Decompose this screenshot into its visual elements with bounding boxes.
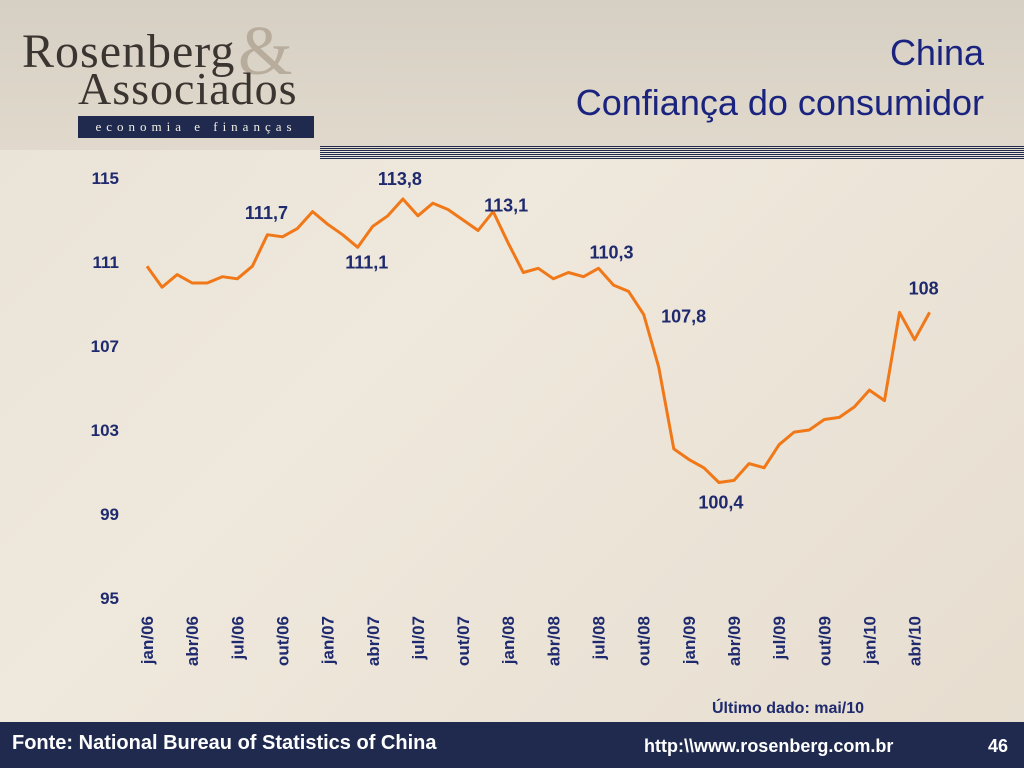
- consumer-confidence-chart: 95 99 103 107 111 115 jan/06 abr/06 jul/06 out/06…: [91, 169, 939, 666]
- x-tick-label: jan/08: [499, 616, 518, 665]
- series-line: [145, 197, 931, 484]
- footer-bar: Fonte: National Bureau of Statistics of …: [0, 722, 1024, 768]
- data-label: 110,3: [589, 242, 633, 262]
- y-tick-label: 103: [91, 421, 119, 440]
- x-tick-label: abr/06: [183, 616, 202, 666]
- x-tick-label: jul/06: [228, 616, 247, 660]
- x-tick-label: out/09: [815, 616, 834, 666]
- x-tick-label: out/08: [635, 616, 654, 666]
- data-label: 107,8: [661, 307, 706, 327]
- company-logo: & Rosenberg Associados economia e finanç…: [0, 10, 320, 140]
- x-tick-label: jan/09: [680, 616, 699, 665]
- x-tick-label: abr/10: [906, 616, 925, 666]
- logo-line-1: Rosenberg: [22, 25, 236, 78]
- x-tick-label: jan/06: [138, 616, 157, 665]
- data-label: 113,1: [484, 196, 528, 216]
- data-label: 113,8: [378, 169, 422, 189]
- page-number: 46: [988, 736, 1009, 756]
- x-tick-label: jul/08: [590, 616, 609, 660]
- y-tick-label: 95: [100, 589, 119, 608]
- x-tick-label: out/06: [273, 616, 292, 666]
- x-tick-label: out/07: [454, 616, 473, 666]
- page-subtitle: Confiança do consumidor: [575, 82, 984, 123]
- data-label: 108: [909, 278, 939, 298]
- logo-ampersand: &: [238, 13, 293, 90]
- y-tick-label: 115: [92, 169, 119, 188]
- data-label: 111,7: [245, 203, 288, 223]
- y-tick-label: 99: [100, 505, 119, 524]
- website-link[interactable]: http:\\www.rosenberg.com.br: [644, 736, 894, 756]
- x-tick-label: abr/08: [544, 616, 563, 666]
- x-tick-label: jul/09: [770, 616, 789, 660]
- x-tick-label: abr/07: [364, 616, 383, 666]
- page-title: China: [889, 32, 984, 73]
- last-data-note: Último dado: mai/10: [712, 700, 865, 717]
- logo-tagline: economia e finanças: [78, 116, 314, 138]
- y-tick-label: 111: [93, 253, 120, 272]
- source-note: Fonte: National Bureau of Statistics of …: [12, 732, 437, 754]
- data-label: 111,1: [345, 252, 388, 272]
- x-tick-label: jul/07: [409, 616, 428, 660]
- logo-line-2: Associados: [78, 63, 298, 114]
- data-label: 100,4: [698, 493, 743, 513]
- y-tick-label: 107: [91, 337, 119, 356]
- x-tick-label: jan/07: [319, 616, 338, 665]
- header-stripe: [320, 146, 1024, 160]
- x-tick-label: jan/10: [860, 616, 879, 665]
- x-tick-label: abr/09: [725, 616, 744, 666]
